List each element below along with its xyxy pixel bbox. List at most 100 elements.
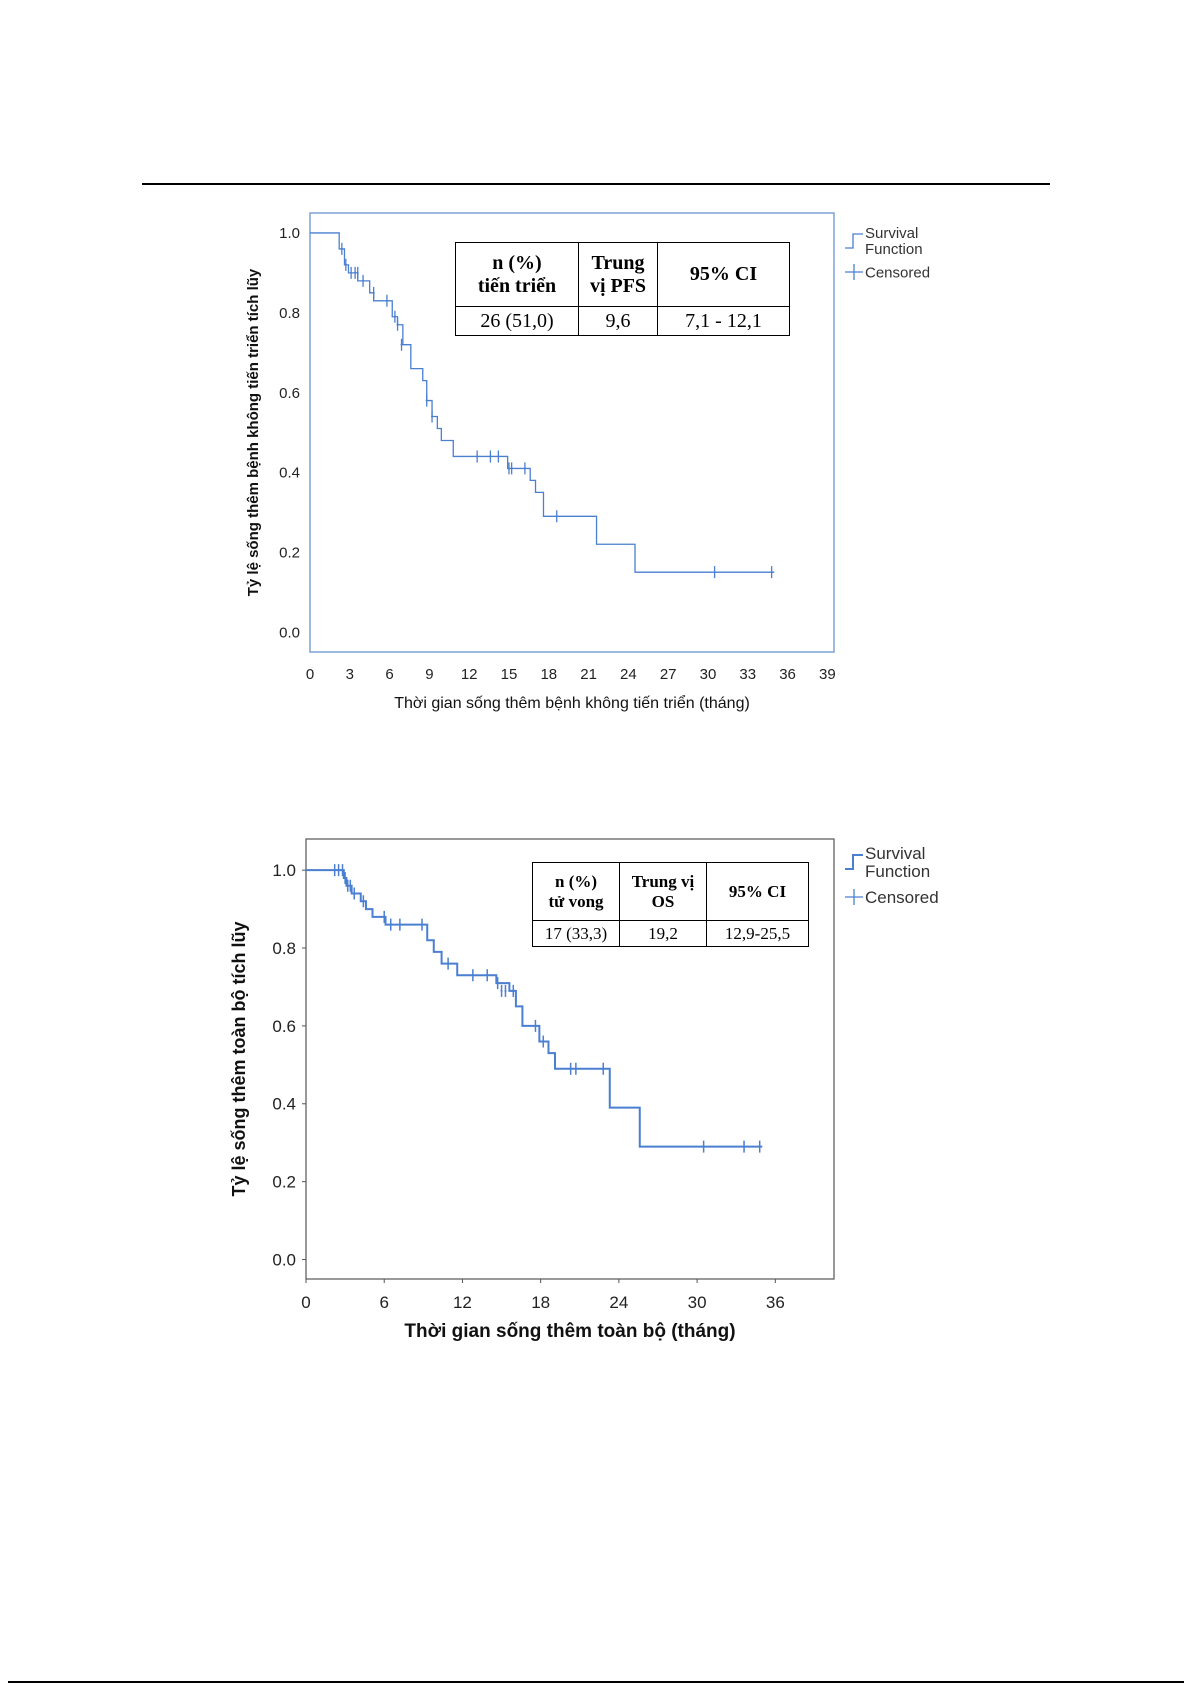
os-censored-mark bbox=[702, 1140, 705, 1153]
os-x-tick-label: 18 bbox=[531, 1293, 550, 1312]
pfs-legend-censored-swatch bbox=[845, 264, 863, 280]
pfs-censored-mark bbox=[354, 266, 357, 279]
os-censored-mark bbox=[344, 871, 347, 884]
os-censored-mark bbox=[346, 879, 349, 892]
os-x-tick-label: 6 bbox=[379, 1293, 388, 1312]
pfs-header-n: n (%) tiến triển bbox=[455, 242, 579, 307]
pfs-x-tick-label: 9 bbox=[425, 666, 433, 683]
os-censored-mark bbox=[496, 977, 499, 990]
os-censored-mark bbox=[471, 969, 474, 982]
os-x-tick-label: 24 bbox=[609, 1293, 628, 1312]
pfs-censored-mark bbox=[396, 318, 399, 331]
os-survival-curve bbox=[306, 869, 763, 1148]
pfs-x-tick-label: 39 bbox=[819, 666, 836, 683]
os-censored-mark bbox=[542, 1035, 545, 1048]
os-censored-mark bbox=[349, 879, 352, 892]
os-censored-mark bbox=[512, 984, 515, 997]
pfs-censored-mark bbox=[350, 266, 353, 279]
pfs-censored-mark bbox=[340, 242, 343, 255]
os-censored-mark bbox=[743, 1140, 746, 1153]
pfs-y-tick-label: 1.0 bbox=[279, 225, 300, 242]
os-header-median: Trung vị OS bbox=[619, 862, 707, 921]
os-header-n: n (%) tử vong bbox=[532, 862, 620, 921]
os-x-tick-label: 36 bbox=[766, 1293, 785, 1312]
pfs-censored-mark bbox=[344, 258, 347, 271]
pfs-censored-mark bbox=[393, 310, 396, 323]
pfs-header-ci: 95% CI bbox=[657, 242, 790, 307]
os-y-tick-label: 0.2 bbox=[272, 1173, 296, 1192]
pfs-y-tick-label: 0.4 bbox=[279, 465, 300, 482]
os-x-tick-label: 12 bbox=[453, 1293, 472, 1312]
pfs-x-tick-label: 12 bbox=[461, 666, 478, 683]
pfs-legend-function-label: Function bbox=[865, 241, 923, 258]
top-rule bbox=[142, 183, 1050, 185]
os-censored-mark bbox=[602, 1062, 605, 1075]
pfs-legend-censored-label: Censored bbox=[865, 264, 930, 281]
pfs-x-tick-label: 30 bbox=[700, 666, 717, 683]
pfs-censored-mark bbox=[476, 450, 479, 463]
pfs-censored-mark bbox=[770, 566, 773, 579]
pfs-censored-mark bbox=[497, 450, 500, 463]
os-legend-censored-swatch bbox=[845, 889, 863, 905]
pfs-y-tick-label: 0.6 bbox=[279, 385, 300, 402]
os-legend-censored-label: Censored bbox=[865, 888, 939, 907]
pfs-censored-mark bbox=[372, 286, 375, 299]
os-censored-mark bbox=[383, 910, 386, 923]
os-x-tick-label: 30 bbox=[688, 1293, 707, 1312]
pfs-y-tick-label: 0.2 bbox=[279, 544, 300, 561]
os-plot-frame bbox=[305, 838, 835, 1280]
os-cell-n: 17 (33,3) bbox=[532, 920, 620, 947]
os-x-axis-label: Thời gian sống thêm toàn bộ (tháng) bbox=[404, 1321, 735, 1342]
os-censored-mark bbox=[333, 864, 336, 877]
pfs-censored-mark bbox=[385, 294, 388, 307]
os-censored-mark bbox=[341, 864, 344, 877]
os-y-tick-label: 0.6 bbox=[272, 1017, 296, 1036]
pfs-cell-median: 9,6 bbox=[578, 306, 658, 336]
pfs-censored-mark bbox=[523, 462, 526, 475]
pfs-censored-mark bbox=[356, 266, 359, 279]
pfs-y-axis-label: Tỷ lệ sống thêm bệnh không tiến triển tí… bbox=[245, 268, 262, 596]
pfs-x-tick-label: 33 bbox=[739, 666, 756, 683]
os-censored-mark bbox=[500, 984, 503, 997]
os-header-ci: 95% CI bbox=[706, 862, 809, 921]
os-censored-mark bbox=[362, 895, 365, 908]
pfs-x-axis-label: Thời gian sống thêm bệnh không tiến triể… bbox=[394, 694, 750, 712]
os-censored-mark bbox=[353, 887, 356, 900]
os-censored-mark bbox=[534, 1019, 537, 1032]
pfs-plot-frame bbox=[309, 212, 835, 653]
pfs-y-tick-label: 0.8 bbox=[279, 305, 300, 322]
os-cell-ci: 12,9-25,5 bbox=[706, 920, 809, 947]
os-legend-function-swatch bbox=[845, 854, 863, 870]
pfs-censored-mark bbox=[713, 566, 716, 579]
os-censored-mark bbox=[486, 969, 489, 982]
pfs-y-tick-label: 0.0 bbox=[279, 624, 300, 641]
os-summary-table: n (%) tử vong Trung vị OS 95% CI 17 (33,… bbox=[532, 862, 809, 947]
os-y-tick-label: 0.8 bbox=[272, 939, 296, 958]
pfs-censored-mark bbox=[510, 462, 513, 475]
pfs-x-tick-label: 21 bbox=[580, 666, 597, 683]
pfs-censored-mark bbox=[425, 394, 428, 407]
pfs-x-tick-label: 15 bbox=[501, 666, 518, 683]
os-y-tick-label: 1.0 bbox=[272, 861, 296, 880]
pfs-chart: 0.00.20.40.60.81.00 3 6 9 12 15 18 21 24 27 30 33 36… bbox=[245, 212, 930, 712]
os-legend-function-label: Function bbox=[865, 862, 930, 881]
os-censored-mark bbox=[447, 957, 450, 970]
pfs-legend-function-swatch bbox=[845, 233, 863, 249]
os-censored-mark bbox=[569, 1062, 572, 1075]
os-cell-median: 19,2 bbox=[619, 920, 707, 947]
os-y-tick-label: 0.4 bbox=[272, 1095, 296, 1114]
pfs-censored-mark bbox=[431, 410, 434, 423]
pfs-x-tick-label: 24 bbox=[620, 666, 637, 683]
os-censored-mark bbox=[389, 918, 392, 931]
pfs-x-tick-label: 6 bbox=[385, 666, 393, 683]
os-censored-mark bbox=[758, 1140, 761, 1153]
pfs-cell-n: 26 (51,0) bbox=[455, 306, 579, 336]
pfs-x-tick-label: 3 bbox=[346, 666, 354, 683]
os-y-tick-label: 0.0 bbox=[272, 1250, 296, 1269]
os-censored-mark bbox=[398, 918, 401, 931]
bottom-rule bbox=[8, 1681, 1184, 1683]
pfs-censored-mark bbox=[507, 462, 510, 475]
os-censored-mark bbox=[337, 864, 340, 877]
pfs-x-tick-label: 36 bbox=[779, 666, 796, 683]
